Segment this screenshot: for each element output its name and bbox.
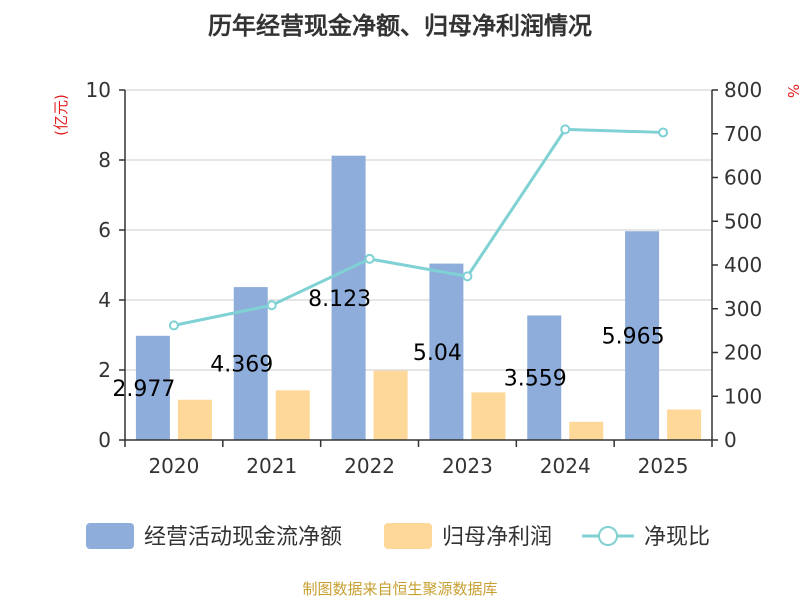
bar-operating-cashflow	[429, 263, 464, 440]
legend-label-net-profit: 归母净利润	[442, 525, 552, 550]
y-right-tick-label: 700	[724, 122, 762, 146]
bar-operating-cashflow	[135, 335, 170, 440]
y-right-tick-label: 300	[724, 297, 762, 321]
x-tick-label: 2025	[638, 454, 689, 478]
bar-operating-cashflow	[625, 231, 660, 440]
ratio-point	[364, 253, 375, 264]
y-left-tick-label: 6	[98, 218, 111, 242]
bar-net-profit	[569, 421, 604, 440]
y-right-tick-label: 500	[724, 209, 762, 233]
chart-title: 历年经营现金净额、归母净利润情况	[208, 12, 592, 40]
y-left-tick-label: 10	[86, 78, 111, 102]
data-label-cashflow: 5.965	[602, 325, 665, 350]
y-right-tick-label: 100	[724, 384, 762, 408]
y-left-tick-label: 0	[98, 428, 111, 452]
bar-net-profit	[177, 399, 212, 440]
legend-marker-ratio	[598, 526, 618, 546]
ratio-point	[560, 124, 571, 135]
legend-label-ratio: 净现比	[644, 525, 710, 550]
legend-swatch-net-profit	[384, 523, 432, 549]
ratio-point	[266, 300, 277, 311]
data-label-cashflow: 2.977	[112, 377, 175, 402]
data-label-cashflow: 5.04	[413, 341, 462, 366]
legend-label-cashflow: 经营活动现金流净额	[144, 525, 342, 550]
bar-net-profit	[667, 409, 702, 440]
x-tick-label: 2020	[148, 454, 199, 478]
y-right-tick-label: 200	[724, 341, 762, 365]
data-label-cashflow: 3.559	[504, 367, 567, 392]
ratio-point	[168, 320, 179, 331]
bar-operating-cashflow	[527, 315, 562, 440]
data-label-cashflow: 8.123	[308, 287, 371, 312]
y-left-tick-label: 8	[98, 148, 111, 172]
x-tick-label: 2024	[540, 454, 591, 478]
data-label-cashflow: 4.369	[210, 353, 273, 378]
ratio-point	[462, 271, 473, 282]
y-right-unit: %	[784, 84, 800, 98]
y-left-unit: (亿元)	[52, 94, 70, 136]
bars	[135, 155, 702, 440]
y-left-tick-label: 4	[98, 288, 111, 312]
bar-net-profit	[471, 392, 506, 440]
x-tick-label: 2023	[442, 454, 493, 478]
bar-operating-cashflow	[331, 155, 366, 440]
source-note: 制图数据来自恒生聚源数据库	[302, 580, 497, 598]
y-left-tick-label: 2	[98, 358, 111, 382]
y-right-tick-label: 800	[724, 78, 762, 102]
bar-net-profit	[373, 370, 408, 440]
legend-swatch-cashflow	[86, 523, 134, 549]
y-right-tick-label: 400	[724, 253, 762, 277]
x-tick-label: 2021	[246, 454, 297, 478]
ratio-line	[168, 124, 669, 331]
ratio-point	[658, 127, 669, 138]
x-tick-label: 2022	[344, 454, 395, 478]
ratio-line-path	[173, 127, 664, 327]
y-right-tick-label: 0	[724, 428, 737, 452]
y-right-tick-label: 600	[724, 166, 762, 190]
grid	[125, 89, 712, 371]
bar-net-profit	[275, 390, 310, 440]
legend: 经营活动现金流净额 归母净利润 净现比	[86, 523, 710, 550]
data-labels: 2.977 4.369 8.123 5.04 3.559 5.965	[112, 287, 664, 402]
